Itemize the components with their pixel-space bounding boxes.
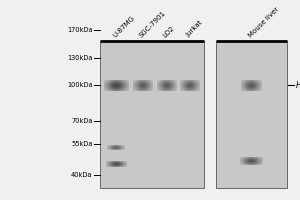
Text: HPS4: HPS4	[296, 81, 300, 90]
Text: Mouse liver: Mouse liver	[247, 6, 280, 38]
Text: 130kDa: 130kDa	[67, 55, 93, 61]
Text: 100kDa: 100kDa	[67, 82, 93, 88]
Text: 55kDa: 55kDa	[71, 141, 93, 147]
Text: SGC-7901: SGC-7901	[138, 9, 167, 38]
Bar	[216, 41, 287, 188]
Text: LO2: LO2	[162, 25, 175, 38]
Text: Jurkat: Jurkat	[185, 20, 204, 38]
Text: U-87MG: U-87MG	[112, 14, 136, 38]
Bar	[100, 41, 204, 188]
Text: 170kDa: 170kDa	[67, 27, 93, 33]
Text: 40kDa: 40kDa	[71, 172, 93, 178]
Text: 70kDa: 70kDa	[71, 118, 93, 124]
